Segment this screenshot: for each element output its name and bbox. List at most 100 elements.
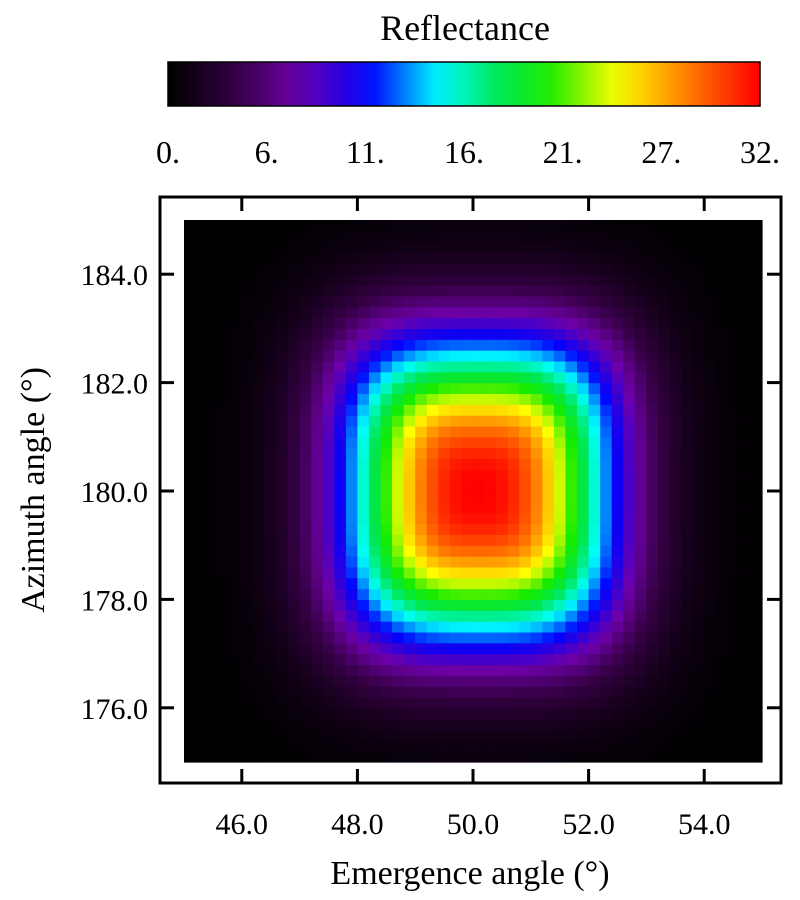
heatmap-cell <box>692 599 705 611</box>
heatmap-cell <box>634 610 647 622</box>
heatmap-cell <box>207 577 220 590</box>
heatmap-cell <box>345 642 358 655</box>
heatmap-cell <box>738 621 752 633</box>
heatmap-cell <box>634 447 647 460</box>
heatmap-cell <box>426 642 439 655</box>
heatmap-cell <box>530 274 543 286</box>
heatmap-cell <box>392 220 405 232</box>
heatmap-cell <box>681 404 694 416</box>
heatmap-cell <box>519 664 532 676</box>
heatmap-cell <box>623 729 636 741</box>
heatmap-cell <box>218 285 231 297</box>
heatmap-cell <box>519 458 532 470</box>
heatmap-cell <box>334 285 347 297</box>
heatmap-cell <box>542 404 555 416</box>
heatmap-cell <box>669 599 682 611</box>
heatmap-cell <box>438 447 451 460</box>
heatmap-cell <box>507 621 520 633</box>
heatmap-cell <box>704 480 717 492</box>
heatmap-cell <box>264 675 278 687</box>
heatmap-cell <box>738 491 752 503</box>
heatmap-cell <box>322 751 335 763</box>
heatmap-cell <box>207 556 220 568</box>
heatmap-cell <box>588 718 601 731</box>
heatmap-cell <box>392 295 405 308</box>
heatmap-cell <box>577 653 590 666</box>
heatmap-cell <box>345 339 358 351</box>
heatmap-cell <box>311 241 324 254</box>
heatmap-cell <box>704 458 717 470</box>
heatmap-cell <box>588 350 601 362</box>
heatmap-cell <box>634 534 647 546</box>
heatmap-cell <box>611 740 624 752</box>
heatmap-cell <box>611 631 624 644</box>
heatmap-cell <box>484 415 497 427</box>
heatmap-cell <box>264 523 278 535</box>
heatmap-cell <box>473 469 486 481</box>
heatmap-cell <box>623 740 636 752</box>
heatmap-cell <box>380 642 393 655</box>
heatmap-cell <box>195 534 208 546</box>
heatmap-cell <box>611 501 624 514</box>
heatmap-cell <box>438 621 451 633</box>
heatmap-cell <box>299 317 312 329</box>
heatmap-cell <box>507 491 520 503</box>
heatmap-cell <box>692 653 705 666</box>
heatmap-cell <box>392 577 405 590</box>
heatmap-cell <box>565 382 578 395</box>
heatmap-cell <box>380 566 393 579</box>
heatmap-cell <box>646 501 659 514</box>
heatmap-cell <box>715 599 728 611</box>
heatmap-cell <box>646 230 659 243</box>
heatmap-cell <box>588 285 601 297</box>
heatmap-cell <box>565 566 578 579</box>
heatmap-cell <box>542 436 555 449</box>
heatmap-cell <box>299 274 312 286</box>
heatmap-cell <box>588 534 601 546</box>
heatmap-cell <box>623 317 636 329</box>
heatmap-cell <box>600 360 613 373</box>
heatmap-cell <box>253 501 266 514</box>
heatmap-cell <box>704 545 717 557</box>
heatmap-cell <box>403 675 416 687</box>
heatmap-cell <box>646 588 659 600</box>
heatmap-cell <box>634 480 647 492</box>
heatmap-cell <box>195 718 208 731</box>
heatmap-cell <box>357 263 370 275</box>
heatmap-cell <box>669 274 682 286</box>
heatmap-cell <box>311 599 324 611</box>
heatmap-cell <box>334 740 347 752</box>
heatmap-cell <box>750 480 763 492</box>
heatmap-cell <box>207 599 220 611</box>
heatmap-cell <box>426 382 439 395</box>
heatmap-cell <box>646 306 659 319</box>
heatmap-cell <box>438 458 451 470</box>
heatmap-cell <box>449 415 463 427</box>
heatmap-cell <box>496 274 509 286</box>
heatmap-cell <box>750 566 763 579</box>
heatmap-cell <box>207 458 220 470</box>
heatmap-cell <box>588 220 601 232</box>
heatmap-cell <box>473 295 486 308</box>
heatmap-cell <box>368 491 382 503</box>
heatmap-cell <box>195 577 208 590</box>
heatmap-cell <box>473 404 486 416</box>
heatmap-cell <box>334 751 347 763</box>
heatmap-cell <box>484 404 497 416</box>
heatmap-cell <box>473 241 486 254</box>
heatmap-cell <box>588 642 601 655</box>
heatmap-cell <box>184 469 197 481</box>
heatmap-cell <box>230 447 243 460</box>
heatmap-cell <box>565 350 578 362</box>
heatmap-cell <box>484 306 497 319</box>
heatmap-cell <box>565 360 578 373</box>
heatmap-cell <box>681 458 694 470</box>
heatmap-cell <box>264 577 278 590</box>
heatmap-cell <box>415 577 428 590</box>
heatmap-cell <box>264 556 278 568</box>
heatmap-cell <box>357 404 370 416</box>
heatmap-cell <box>542 664 555 676</box>
heatmap-cell <box>530 317 543 329</box>
heatmap-cell <box>681 566 694 579</box>
